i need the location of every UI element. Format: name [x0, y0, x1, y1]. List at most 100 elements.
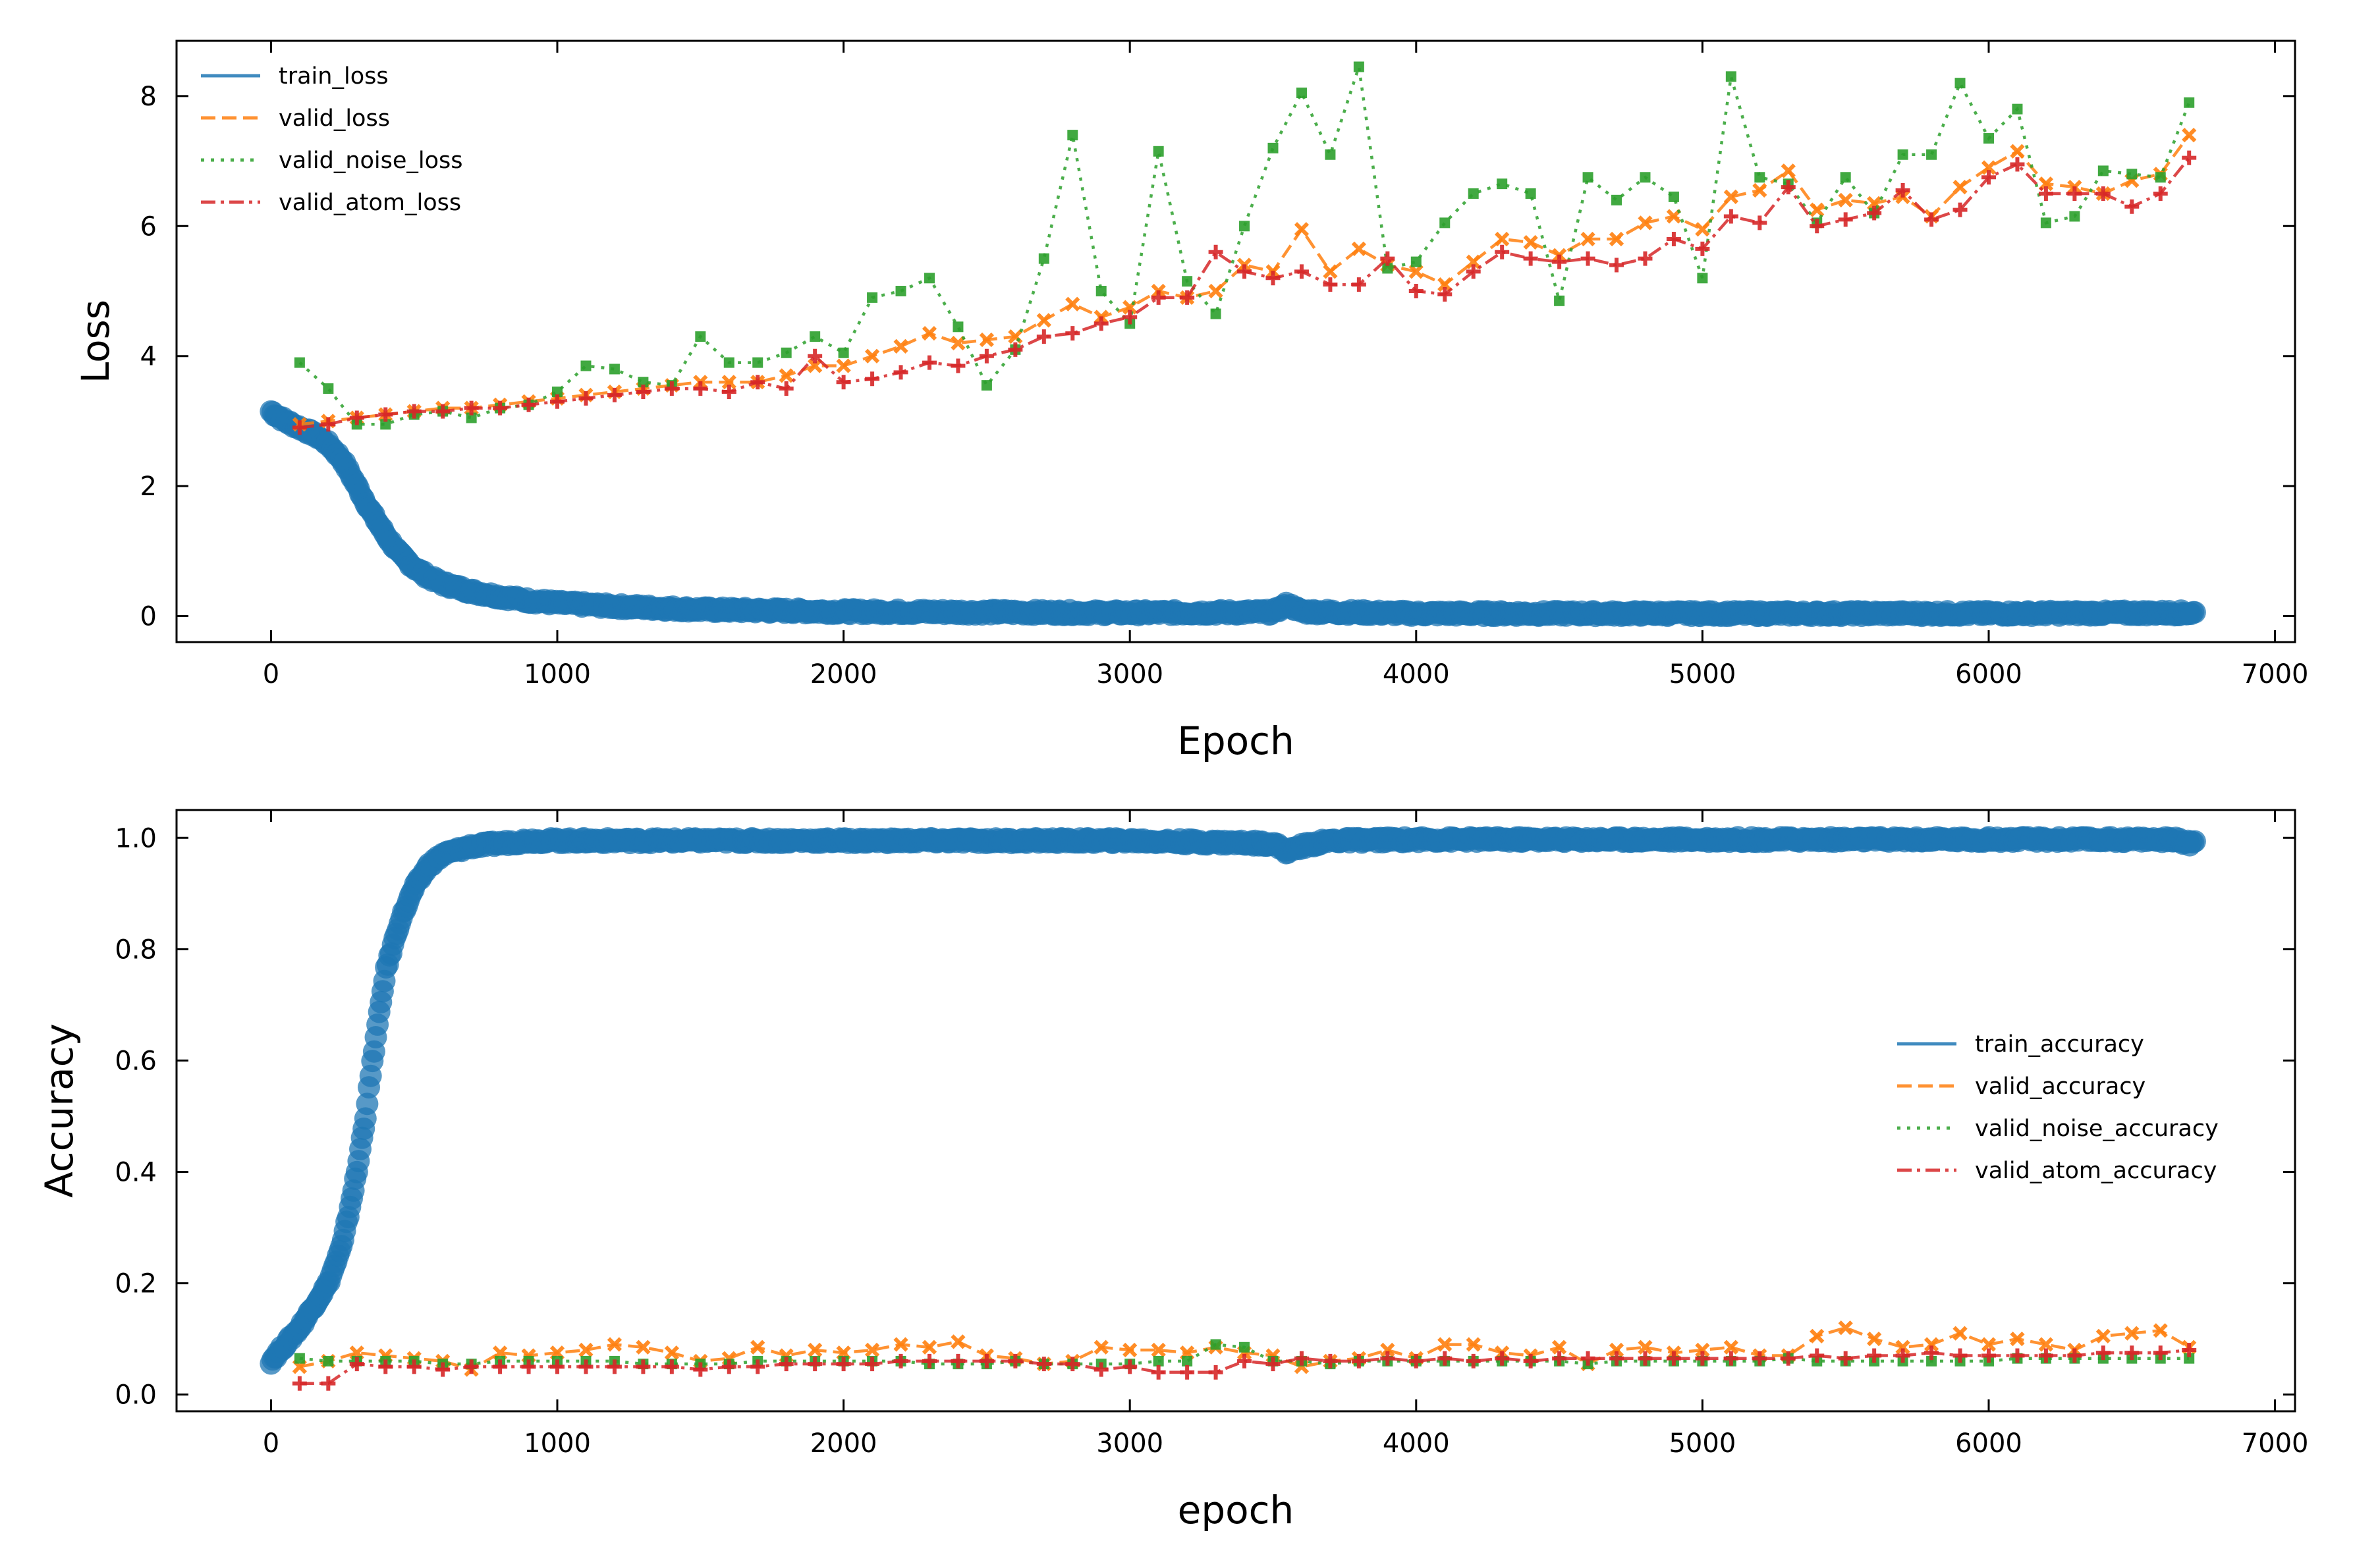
data-point [1151, 290, 1166, 305]
data-point [1840, 172, 1851, 183]
data-point [1380, 1351, 1395, 1366]
data-point [893, 1353, 908, 1368]
data-point [2153, 1345, 2168, 1361]
data-point [664, 1345, 679, 1361]
data-point [2124, 1326, 2140, 1341]
data-point [664, 1359, 679, 1374]
data-point [1408, 1353, 1424, 1368]
x-tick-label: 7000 [2242, 1428, 2309, 1459]
data-point [1353, 61, 1364, 72]
data-point [1952, 1348, 1968, 1363]
data-point [1495, 244, 1510, 259]
data-point [953, 321, 964, 333]
data-point [378, 1359, 393, 1374]
data-point [609, 364, 620, 375]
series-valid_noise_loss [294, 61, 2195, 430]
y-tick-label: 0.0 [115, 1380, 157, 1411]
data-point [2010, 1331, 2025, 1347]
data-point [1093, 316, 1109, 331]
data-point [1924, 1345, 1939, 1361]
data-point [435, 1362, 451, 1377]
data-point [1008, 342, 1023, 357]
x-tick-label: 6000 [1955, 1428, 2022, 1459]
y-axis-title: Accuracy [37, 1023, 82, 1198]
data-point [1466, 1337, 1481, 1352]
data-point [1752, 215, 1767, 230]
x-tick-label: 4000 [1383, 1428, 1450, 1459]
data-point [808, 1342, 823, 1358]
data-point [922, 355, 937, 370]
data-point [294, 357, 305, 368]
y-tick-label: 0.4 [115, 1157, 157, 1187]
data-point [1897, 149, 1908, 160]
data-point [1265, 271, 1281, 286]
data-point [1038, 253, 1049, 264]
data-point [1294, 1351, 1309, 1366]
data-point [1237, 1353, 1252, 1368]
data-point [550, 1359, 565, 1374]
data-point [1067, 130, 1078, 141]
data-point [294, 1353, 305, 1364]
data-point [349, 410, 364, 425]
data-point [1323, 1353, 1338, 1368]
data-point [1609, 257, 1624, 273]
data-point [922, 1353, 937, 1368]
data-point [1752, 1351, 1767, 1366]
data-point [1838, 1351, 1853, 1366]
y-tick-label: 0.8 [115, 934, 157, 965]
data-point [922, 326, 937, 341]
data-point [2182, 127, 2197, 143]
data-point [1638, 251, 1653, 266]
data-point [1093, 1339, 1109, 1355]
data-point [2184, 1353, 2195, 1364]
data-point [2010, 1348, 2025, 1363]
data-point [1695, 1342, 1710, 1358]
data-point [2038, 1348, 2053, 1363]
data-point [1351, 241, 1367, 256]
data-point [664, 381, 679, 396]
data-point [1408, 284, 1424, 299]
x-tick-label: 2000 [810, 1428, 877, 1459]
series-valid_atom_loss [292, 150, 2197, 435]
legend: train_loss valid_loss valid_noise_lossvali… [201, 63, 463, 216]
data-point [693, 1362, 708, 1377]
data-point [580, 360, 592, 371]
data-point [1952, 1326, 1968, 1341]
data-point [1267, 142, 1279, 153]
data-point [2155, 172, 2166, 183]
data-point [1296, 87, 1307, 98]
data-point [1182, 1355, 1193, 1366]
data-point [1151, 1365, 1166, 1380]
data-point [808, 1357, 823, 1372]
legend-label: train_loss [279, 63, 389, 90]
data-point [922, 1339, 937, 1355]
data-point [1180, 1365, 1195, 1380]
data-point [1210, 1339, 1221, 1350]
data-point [1065, 326, 1080, 341]
data-point [893, 338, 908, 354]
data-point [1695, 241, 1710, 256]
data-point [2038, 1337, 2054, 1352]
data-point [1838, 192, 1853, 207]
data-point [292, 1376, 307, 1391]
data-point [1952, 202, 1968, 217]
data-point [1323, 277, 1338, 292]
data-point [2097, 165, 2109, 176]
legend-label: valid_atom_loss [279, 190, 461, 216]
accuracy-panel: 0 1000 2000 3000 4000 5000 6000 7000 0.0 0.2 0.4 0.… [37, 809, 2309, 1532]
data-point [2182, 1343, 2197, 1358]
data-point [323, 1355, 334, 1366]
data-point [981, 380, 992, 391]
y-tick-label: 0.2 [115, 1269, 157, 1299]
data-point [578, 1342, 594, 1358]
data-point [1239, 1341, 1250, 1353]
data-point [321, 417, 336, 432]
data-point [1981, 1337, 1997, 1352]
train-point [2183, 830, 2206, 853]
data-point [867, 292, 878, 303]
data-point [951, 1353, 966, 1368]
data-point [1580, 251, 1595, 266]
data-point [1182, 276, 1193, 287]
data-point [1580, 1351, 1595, 1366]
data-point [1580, 231, 1595, 247]
